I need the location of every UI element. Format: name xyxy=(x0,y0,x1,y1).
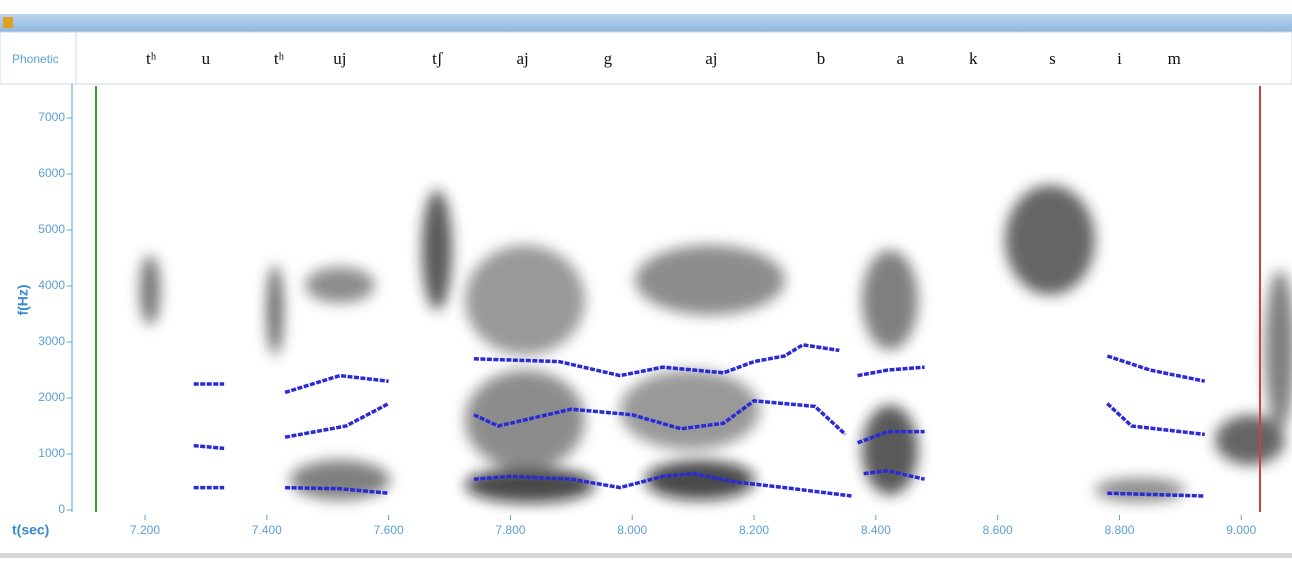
spectrogram xyxy=(140,185,1292,503)
formant-track xyxy=(1106,402,1205,437)
x-tick-label: 7.200 xyxy=(130,523,160,537)
phonetic-symbol: aj xyxy=(705,49,717,68)
formant-track xyxy=(1107,491,1205,498)
y-tick-label: 0 xyxy=(58,502,65,516)
phonetic-row xyxy=(0,31,1292,85)
formant-track xyxy=(856,429,925,445)
x-tick-label: 7.600 xyxy=(374,523,404,537)
formant-track xyxy=(1106,354,1206,383)
y-tick-label: 7000 xyxy=(38,110,65,124)
x-tick-label: 8.200 xyxy=(739,523,769,537)
x-tick-label: 8.600 xyxy=(983,523,1013,537)
x-tick-label: 8.000 xyxy=(617,523,647,537)
x-tick-label: 7.400 xyxy=(252,523,282,537)
formant-track xyxy=(473,398,847,436)
phonetic-symbol: k xyxy=(969,49,978,68)
y-tick-label: 5000 xyxy=(38,222,65,236)
phonetic-symbol: b xyxy=(817,49,826,68)
formant-track xyxy=(284,402,390,439)
formant-track xyxy=(284,373,389,395)
y-tick-label: 6000 xyxy=(38,166,65,180)
y-axis-label: f(Hz) xyxy=(15,284,31,315)
x-tick-label: 7.800 xyxy=(495,523,525,537)
x-tick-label: 9.000 xyxy=(1226,523,1256,537)
app-icon xyxy=(3,17,13,28)
x-tick-label: 8.800 xyxy=(1104,523,1134,537)
formant-track xyxy=(193,443,225,451)
phonetic-symbol: uj xyxy=(333,49,346,68)
formant-track xyxy=(863,469,925,481)
phonetic-symbol: a xyxy=(896,49,904,68)
formant-track xyxy=(285,485,389,495)
y-tick-label: 4000 xyxy=(38,278,65,292)
phonetic-symbol: tʰ xyxy=(274,49,285,68)
status-bar xyxy=(0,553,1292,558)
phonetic-symbol: i xyxy=(1117,49,1122,68)
time-axis xyxy=(0,515,1292,545)
phonetic-symbol: g xyxy=(604,49,613,68)
x-tick-label: 8.400 xyxy=(861,523,891,537)
title-bar xyxy=(0,14,1292,32)
x-axis-label: t(sec) xyxy=(12,522,49,538)
phonetic-symbol: u xyxy=(202,49,211,68)
formant-track xyxy=(473,471,852,498)
phonetic-label: Phonetic xyxy=(12,52,59,66)
formant-track xyxy=(857,365,925,378)
phonetic-symbol: s xyxy=(1049,49,1056,68)
y-tick-label: 1000 xyxy=(38,446,65,460)
y-tick-label: 2000 xyxy=(38,390,65,404)
y-tick-label: 3000 xyxy=(38,334,65,348)
phonetic-symbol: aj xyxy=(516,49,528,68)
phonetic-symbol: tʰ xyxy=(146,49,157,68)
phonetic-symbol: m xyxy=(1168,49,1181,68)
formant-track xyxy=(473,342,840,378)
phonetic-symbol: tʃ xyxy=(432,49,443,68)
